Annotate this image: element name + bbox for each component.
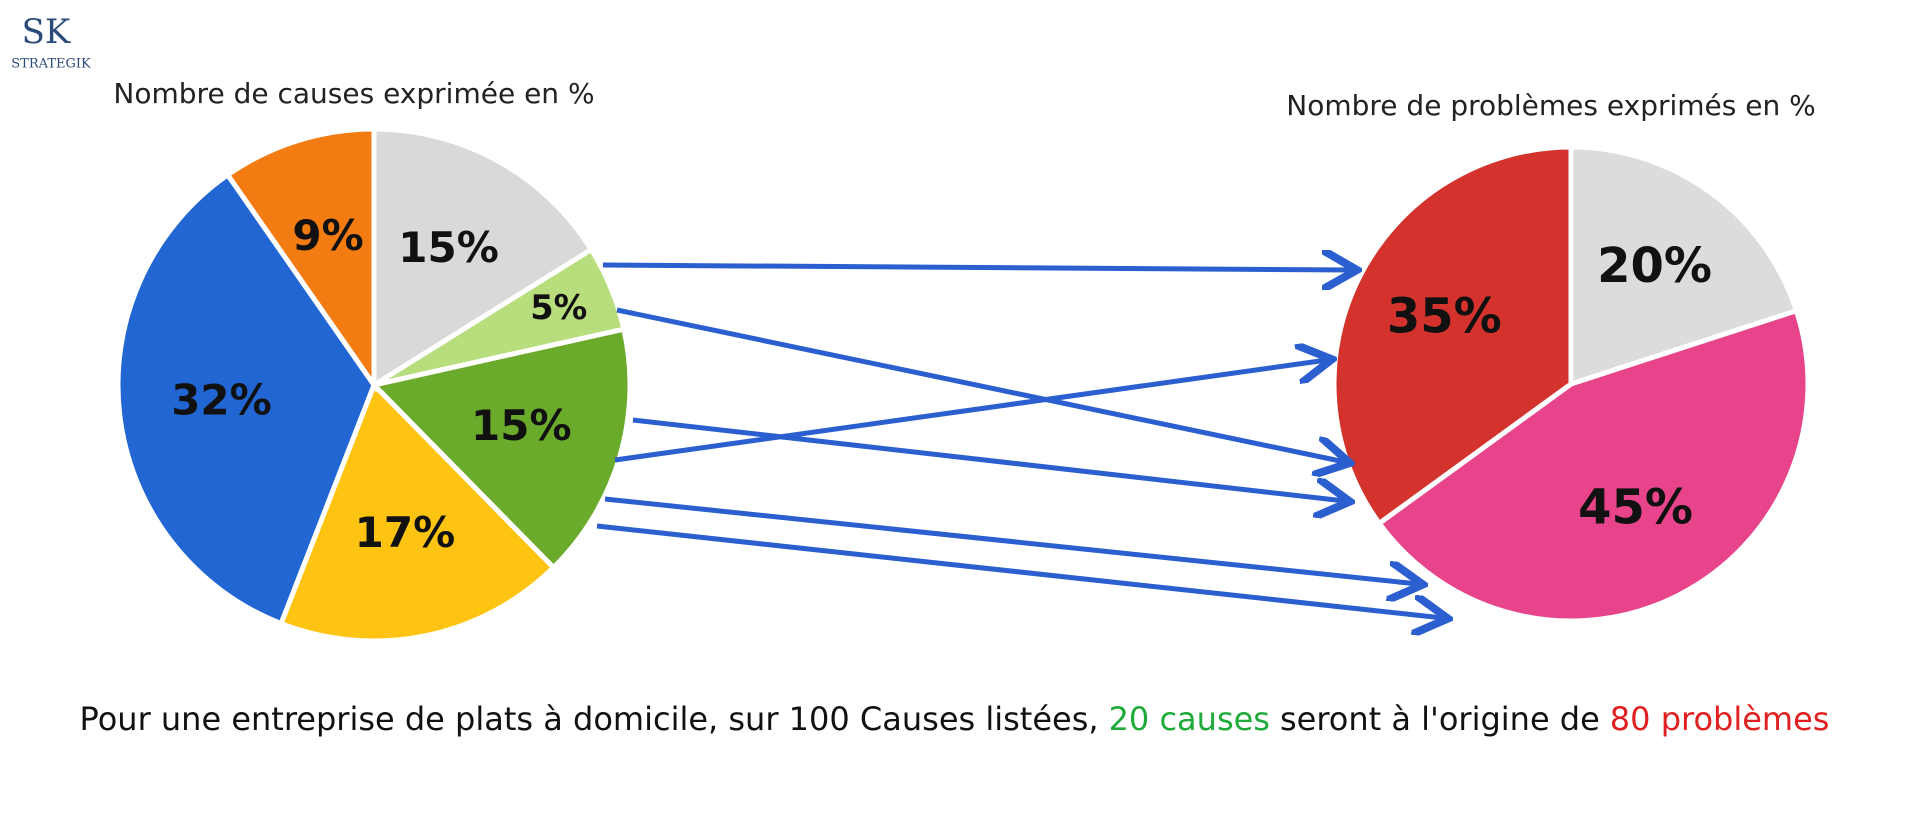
data-label: 45% <box>1578 480 1693 536</box>
arrow <box>632 417 1345 501</box>
pie-slice <box>1568 144 1800 388</box>
caption: Pour une entreprise de plats à domicile,… <box>0 700 1909 738</box>
pie-slice <box>115 171 377 627</box>
logo-name: STRATEGIK <box>11 57 91 72</box>
data-label: 17% <box>355 508 456 557</box>
arrow <box>596 523 1443 618</box>
data-label: 15% <box>398 223 499 272</box>
data-label: 35% <box>1387 288 1502 344</box>
pie-slice <box>224 126 377 393</box>
data-label: 15% <box>471 401 572 450</box>
pie-slice <box>1375 307 1811 624</box>
chart-title: Nombre de problèmes exprimés en % <box>1286 89 1815 122</box>
caption-highlight: 80 problèmes <box>1609 700 1830 738</box>
data-label: 32% <box>171 376 272 425</box>
arrow <box>602 265 1352 270</box>
arrow <box>604 496 1418 584</box>
caption-highlight: 20 causes <box>1108 700 1270 738</box>
pie-slice <box>371 126 595 390</box>
arrow <box>616 307 1345 462</box>
data-label: 9% <box>292 211 363 260</box>
chart-title: Nombre de causes exprimée en % <box>113 77 594 110</box>
caption-text: seront à l'origine de <box>1279 700 1600 738</box>
logo-mark: SK <box>22 12 71 52</box>
arrows <box>596 265 1443 618</box>
data-label: 20% <box>1597 238 1712 294</box>
arrow <box>614 360 1327 463</box>
caption-text: Pour une entreprise de plats à domicile,… <box>79 700 1099 738</box>
data-label: 5% <box>530 288 587 327</box>
